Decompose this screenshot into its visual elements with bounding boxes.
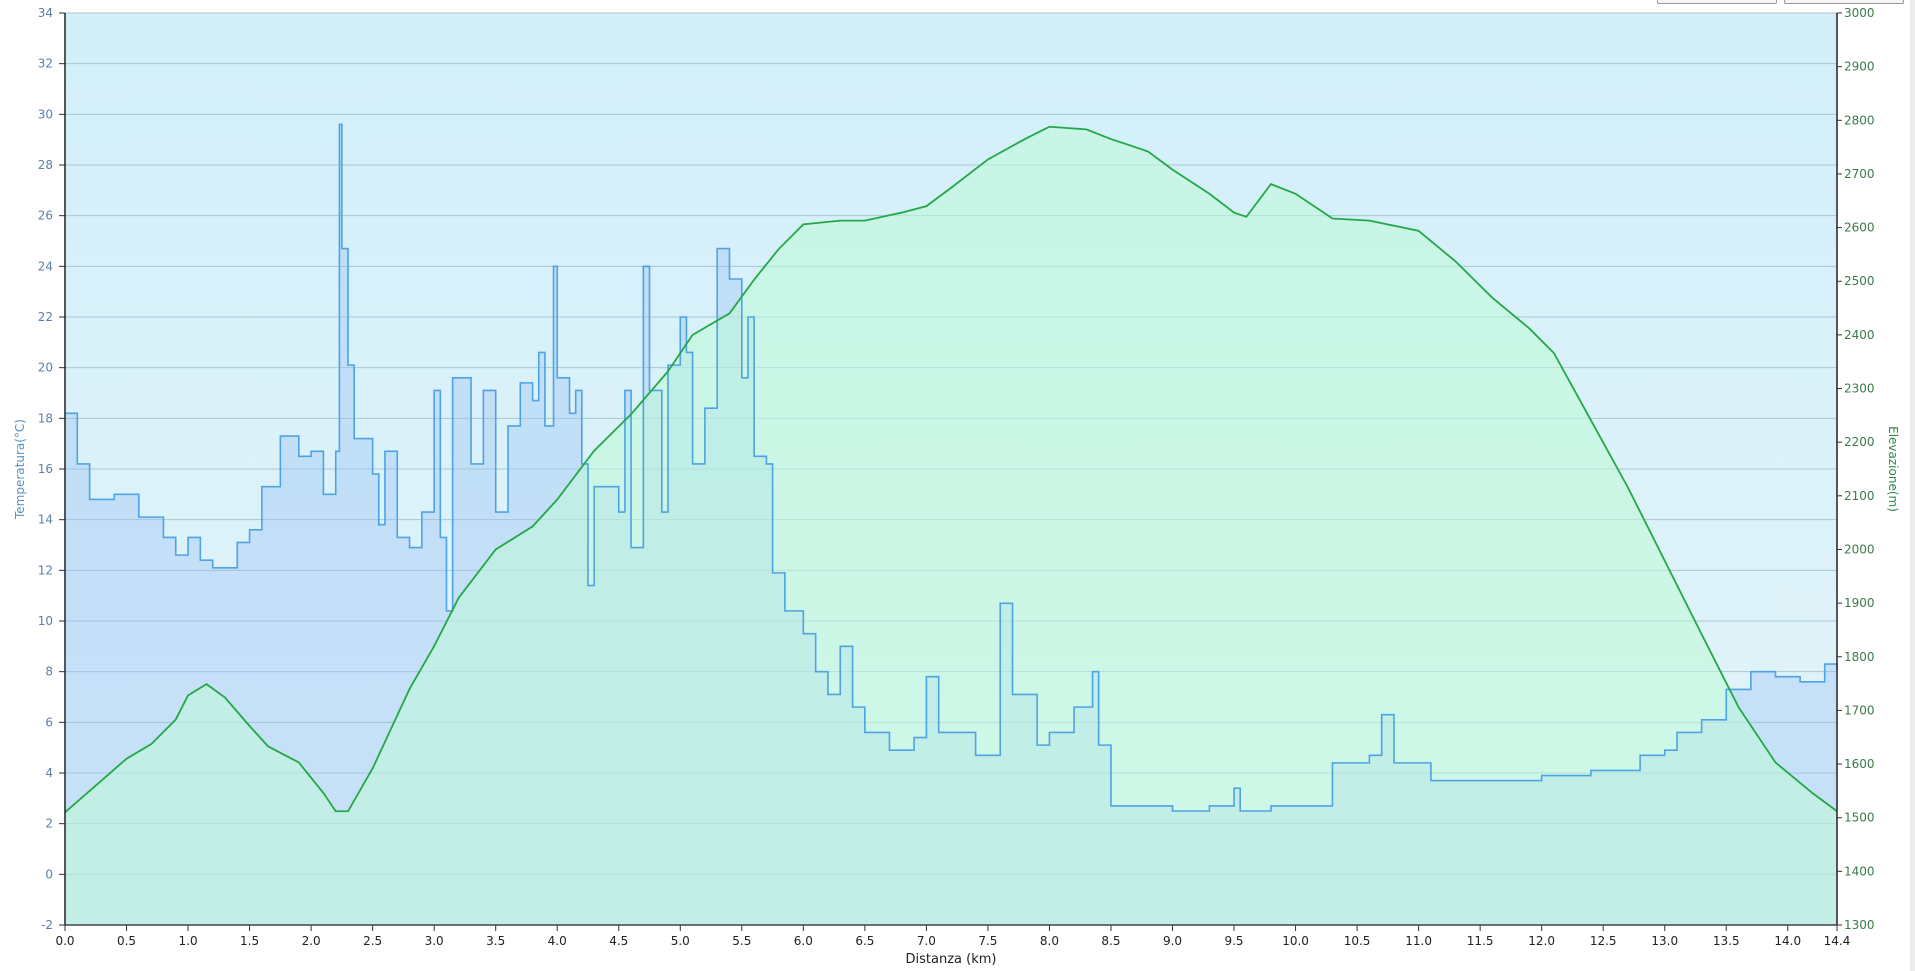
- x-tick-label: 14.0: [1774, 934, 1801, 948]
- x-tick-label: 11.5: [1467, 934, 1494, 948]
- right-tick-label: 2000: [1844, 542, 1875, 556]
- left-tick-label: 22: [38, 310, 53, 324]
- left-tick-label: 32: [38, 57, 53, 71]
- x-tick-label: 8.0: [1040, 934, 1059, 948]
- x-tick-label: 3.5: [486, 934, 505, 948]
- right-tick-label: 1900: [1844, 596, 1875, 610]
- right-tick-label: 2800: [1844, 113, 1875, 127]
- right-tick-label: 2500: [1844, 274, 1875, 288]
- left-tick-label: 0: [45, 867, 53, 881]
- x-tick-label: 3.0: [425, 934, 444, 948]
- x-tick-label: 1.0: [179, 934, 198, 948]
- x-tick-label: 1.5: [240, 934, 259, 948]
- x-tick-label: 0.5: [117, 934, 136, 948]
- right-tick-label: 2100: [1844, 489, 1875, 503]
- x-tick-label: 10.0: [1282, 934, 1309, 948]
- right-tick-label: 1600: [1844, 757, 1875, 771]
- left-tick-label: 6: [45, 715, 53, 729]
- left-axis-title: Temperatura(°C): [13, 419, 27, 520]
- x-tick-label: 2.0: [302, 934, 321, 948]
- x-tick-label: 6.5: [855, 934, 874, 948]
- right-tick-label: 2700: [1844, 167, 1875, 181]
- temperature-line: [65, 123, 1838, 812]
- right-tick-label: 3000: [1844, 6, 1875, 20]
- x-tick-label: 13.0: [1651, 934, 1678, 948]
- x-tick-label: 7.5: [978, 934, 997, 948]
- x-tick-label: 12.0: [1528, 934, 1555, 948]
- left-tick-label: 4: [45, 766, 53, 780]
- x-tick-label: 14.4: [1824, 934, 1851, 948]
- left-tick-label: 2: [45, 817, 53, 831]
- x-tick-label: 13.5: [1713, 934, 1740, 948]
- right-tick-label: 1500: [1844, 811, 1875, 825]
- x-tick-label: 4.5: [609, 934, 628, 948]
- left-tick-label: 34: [38, 6, 53, 20]
- x-tick-label: 9.5: [1224, 934, 1243, 948]
- scrollbar-track[interactable]: [1910, 0, 1915, 971]
- x-tick-label: 2.5: [363, 934, 382, 948]
- x-tick-label: 6.0: [794, 934, 813, 948]
- x-tick-label: 8.5: [1101, 934, 1120, 948]
- x-tick-label: 11.0: [1405, 934, 1432, 948]
- x-tick-label: 5.0: [671, 934, 690, 948]
- elevation-line: [64, 125, 1838, 814]
- right-axis-title: Elevazione(m): [1886, 426, 1900, 512]
- chart-control-button-1[interactable]: [1657, 0, 1777, 4]
- right-tick-label: 1300: [1844, 918, 1875, 932]
- x-tick-label: 12.5: [1590, 934, 1617, 948]
- left-tick-label: 18: [38, 411, 53, 425]
- right-tick-label: 2900: [1844, 60, 1875, 74]
- left-tick-label: 14: [38, 513, 53, 527]
- right-tick-label: 2200: [1844, 435, 1875, 449]
- left-tick-label: 10: [38, 614, 53, 628]
- left-tick-label: 28: [38, 158, 53, 172]
- left-tick-label: 12: [38, 563, 53, 577]
- left-tick-label: 26: [38, 209, 53, 223]
- x-tick-label: 0.0: [55, 934, 74, 948]
- chart-control-button-2[interactable]: [1784, 0, 1904, 4]
- left-tick-label: 20: [38, 361, 53, 375]
- left-tick-label: 16: [38, 462, 53, 476]
- right-tick-label: 1800: [1844, 650, 1875, 664]
- left-tick-label: 30: [38, 107, 53, 121]
- x-axis-title: Distanza (km): [906, 952, 997, 967]
- right-tick-label: 1700: [1844, 703, 1875, 717]
- right-tick-label: 2400: [1844, 328, 1875, 342]
- right-tick-label: 1400: [1844, 864, 1875, 878]
- x-tick-label: 10.5: [1344, 934, 1371, 948]
- x-tick-label: 7.0: [917, 934, 936, 948]
- left-tick-label: 8: [45, 665, 53, 679]
- x-tick-label: 5.5: [732, 934, 751, 948]
- x-tick-label: 4.0: [548, 934, 567, 948]
- x-tick-label: 9.0: [1163, 934, 1182, 948]
- right-tick-label: 2300: [1844, 382, 1875, 396]
- left-tick-label: -2: [41, 918, 53, 932]
- right-tick-label: 2600: [1844, 221, 1875, 235]
- left-tick-label: 24: [38, 259, 53, 273]
